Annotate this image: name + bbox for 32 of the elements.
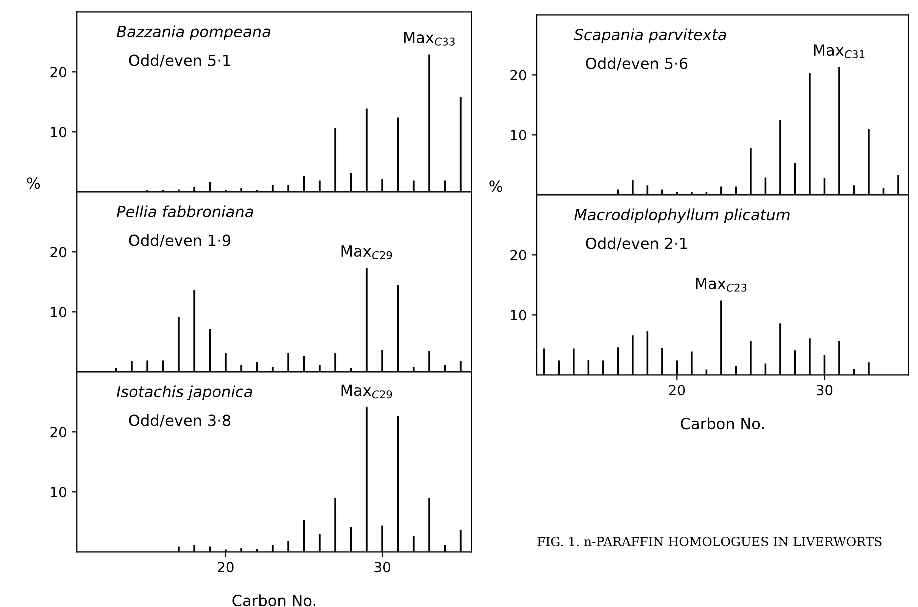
annotation: Pellia fabbroniana [116, 206, 254, 218]
annotation: Max$_{C23}$ [696, 278, 747, 292]
y-tick-label: 10 [51, 127, 66, 138]
annotation: Max$_{C29}$ [342, 246, 392, 260]
annotation: Bazzania pompeana [116, 26, 270, 41]
y-axis-title: % [27, 178, 40, 190]
y-tick-label: 10 [511, 310, 526, 321]
caption: FIG. 1. n-PARAFFIN HOMOLOGUES IN LIVERWORTS [538, 537, 882, 546]
x-tick-label: 30 [374, 562, 390, 573]
annotation: Max$_{C31}$ [814, 44, 865, 59]
y-tick-label: 10 [511, 130, 526, 141]
y-tick-label: 10 [51, 307, 66, 318]
y-tick-label: 20 [510, 70, 526, 81]
annotation: Odd/even 5·6 [586, 58, 688, 71]
y-tick-label: 20 [510, 250, 526, 261]
annotation: Odd/even 2·1 [586, 238, 688, 251]
x-axis-title: Carbon No. [681, 418, 764, 430]
annotation: Odd/even 3·8 [129, 414, 231, 428]
annotation: Scapania parvitexta [574, 28, 726, 44]
y-tick-label: 20 [50, 67, 66, 78]
annotation: Max$_{C29}$ [342, 384, 392, 399]
y-axis-title: % [490, 180, 503, 192]
annotation: Max$_{C33}$ [404, 32, 455, 46]
annotation: Isotachis japonica [116, 386, 252, 401]
y-tick-label: 20 [50, 427, 66, 438]
annotation: Macrodiplophyllum plicatum [574, 208, 790, 224]
x-tick-label: 30 [816, 385, 833, 396]
annotation: Odd/even 5·1 [129, 54, 230, 68]
x-axis-title: Carbon No. [232, 594, 316, 607]
annotation: Odd/even 1·9 [129, 234, 231, 248]
y-tick-label: 20 [50, 247, 66, 258]
y-tick-label: 10 [51, 487, 66, 498]
